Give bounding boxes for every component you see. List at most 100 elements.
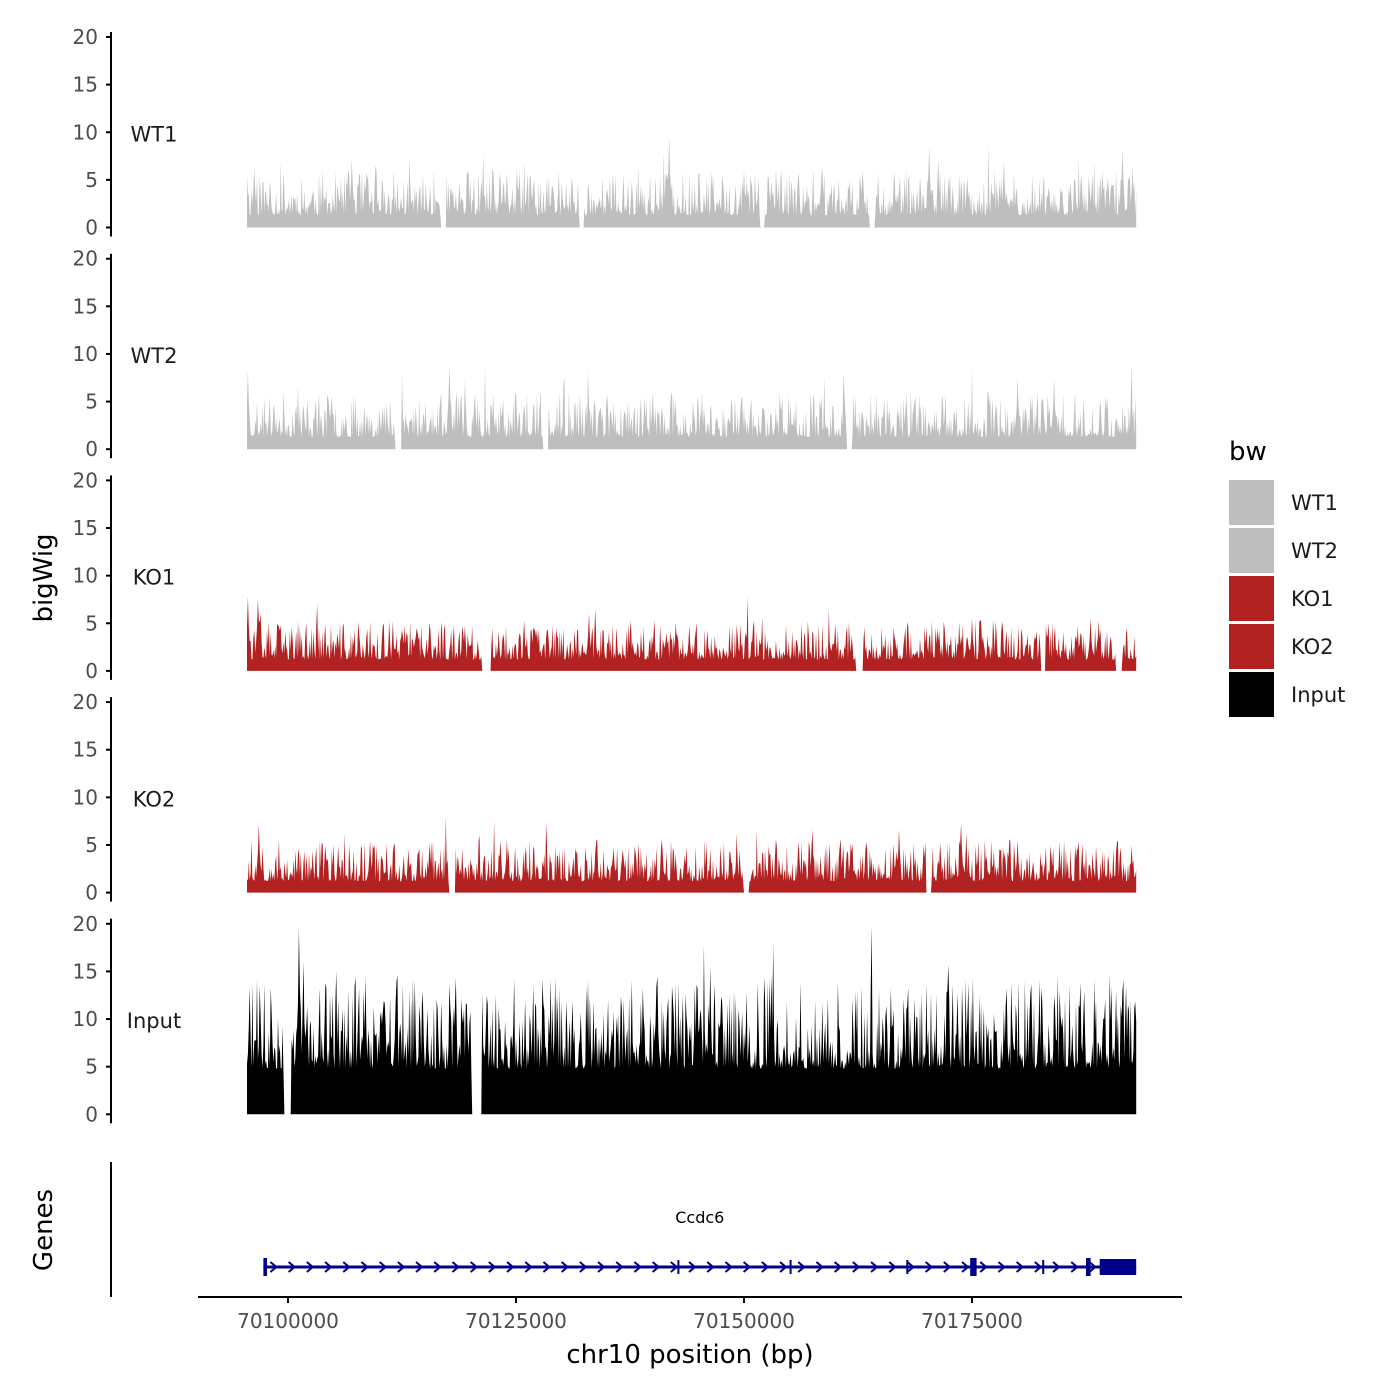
legend-swatch-input [1229, 672, 1274, 717]
x-tick-label: 70100000 [237, 1309, 339, 1333]
strand-arrow [524, 1261, 533, 1273]
track-label: KO1 [133, 566, 176, 590]
strand-arrow [906, 1261, 915, 1273]
strand-arrow [324, 1261, 333, 1273]
strand-arrow [706, 1261, 715, 1273]
strand-arrow [870, 1261, 879, 1273]
strand-arrow [342, 1261, 351, 1273]
strand-arrow [1088, 1261, 1097, 1273]
y-tick-label: 5 [85, 1055, 98, 1079]
signal-area-input [247, 925, 1137, 1115]
gene-model [263, 1258, 1137, 1276]
y-tick-label: 20 [73, 468, 98, 492]
strand-arrow [415, 1261, 424, 1273]
track-label: WT2 [131, 344, 178, 368]
y-tick-label: 10 [73, 342, 98, 366]
strand-arrow [542, 1261, 551, 1273]
x-axis-title: chr10 position (bp) [566, 1340, 813, 1370]
legend-title: bw [1229, 437, 1267, 467]
strand-arrow [961, 1261, 970, 1273]
legend-label-input: Input [1291, 683, 1345, 707]
y-tick-label: 5 [85, 833, 98, 857]
strand-arrow [579, 1261, 588, 1273]
y-tick-label: 15 [73, 516, 98, 540]
track-label: KO2 [133, 787, 176, 811]
strand-arrow [597, 1261, 606, 1273]
x-tick-label: 70150000 [693, 1309, 795, 1333]
legend-label-wt2: WT2 [1291, 539, 1338, 563]
strand-arrow [360, 1261, 369, 1273]
strand-arrow [269, 1261, 278, 1273]
strand-arrow [779, 1261, 788, 1273]
gene-exon [677, 1260, 680, 1274]
y-tick-label: 15 [73, 738, 98, 762]
strand-arrow [397, 1261, 406, 1273]
y-tick-label: 15 [73, 959, 98, 983]
track-wt1: 0 5 10 15 20 WT1 [73, 25, 1137, 240]
strand-arrow [1015, 1261, 1025, 1273]
legend-swatch-wt2 [1229, 528, 1274, 573]
strand-arrow [943, 1261, 952, 1273]
strand-arrow [815, 1261, 824, 1273]
y-tick-label: 20 [73, 25, 98, 49]
y-tick-label: 10 [73, 120, 98, 144]
track-label: WT1 [131, 122, 178, 146]
strand-arrow [924, 1261, 934, 1273]
strand-arrow [979, 1261, 988, 1273]
track-wt2: 0 5 10 15 20 WT2 [73, 247, 1137, 461]
strand-arrow [488, 1261, 497, 1273]
y-tick-label: 20 [73, 690, 98, 714]
strand-arrow [742, 1261, 752, 1273]
x-tick-label: 70175000 [921, 1309, 1023, 1333]
track-label: Input [127, 1009, 181, 1033]
y-tick-label: 0 [85, 1102, 98, 1126]
strand-arrow [560, 1261, 570, 1273]
legend-items: WT1 WT2 KO1 KO2 Input [1229, 480, 1345, 717]
track-ko2: 0 5 10 15 20 KO2 [73, 690, 1137, 905]
y-tick-label: 5 [85, 168, 98, 192]
y-tick-label: 5 [85, 611, 98, 635]
signal-area-ko2 [247, 816, 1137, 893]
gene-exon [263, 1258, 267, 1276]
x-tick-label: 70125000 [465, 1309, 567, 1333]
y-tick-label: 15 [73, 73, 98, 97]
gene-exon [789, 1260, 792, 1274]
track-input: 0 5 10 15 20 Input [73, 912, 1137, 1126]
strand-arrow [888, 1261, 897, 1273]
y-tick-label: 10 [73, 564, 98, 588]
strand-arrow [997, 1261, 1006, 1273]
legend-swatch-ko2 [1229, 624, 1274, 669]
strand-arrow [451, 1261, 460, 1273]
y-tick-label: 10 [73, 785, 98, 809]
strand-arrow [469, 1261, 479, 1273]
y-tick-label: 20 [73, 912, 98, 936]
y-tick-label: 15 [73, 294, 98, 318]
legend: bw WT1 WT2 KO1 KO2 Input [1229, 437, 1345, 717]
y-tick-label: 0 [85, 216, 98, 240]
y-tick-label: 10 [73, 1007, 98, 1031]
y-tick-label: 20 [73, 247, 98, 271]
legend-label-wt1: WT1 [1291, 491, 1338, 515]
strand-arrow [433, 1261, 442, 1273]
genes-panel-title: Genes [29, 1189, 59, 1271]
gene-exon [1086, 1258, 1091, 1276]
y-tick-label: 5 [85, 390, 98, 414]
gene-label: Ccdc6 [675, 1208, 724, 1227]
signal-area-wt1 [247, 137, 1137, 228]
legend-swatch-wt1 [1229, 480, 1274, 525]
gene-exon [1099, 1259, 1137, 1275]
legend-label-ko1: KO1 [1291, 587, 1334, 611]
strand-arrow [670, 1261, 679, 1273]
legend-swatch-ko1 [1229, 576, 1274, 621]
strand-arrow [724, 1261, 733, 1273]
strand-arrow [1052, 1261, 1061, 1273]
legend-label-ko2: KO2 [1291, 635, 1334, 659]
x-axis: 70100000 70125000 70150000 70175000 [198, 1296, 1182, 1333]
strand-arrow [833, 1261, 843, 1273]
y-tick-label: 0 [85, 437, 98, 461]
strand-arrow [378, 1261, 388, 1273]
signal-area-wt2 [247, 363, 1137, 450]
strand-arrow [761, 1261, 770, 1273]
strand-arrow [651, 1261, 661, 1273]
